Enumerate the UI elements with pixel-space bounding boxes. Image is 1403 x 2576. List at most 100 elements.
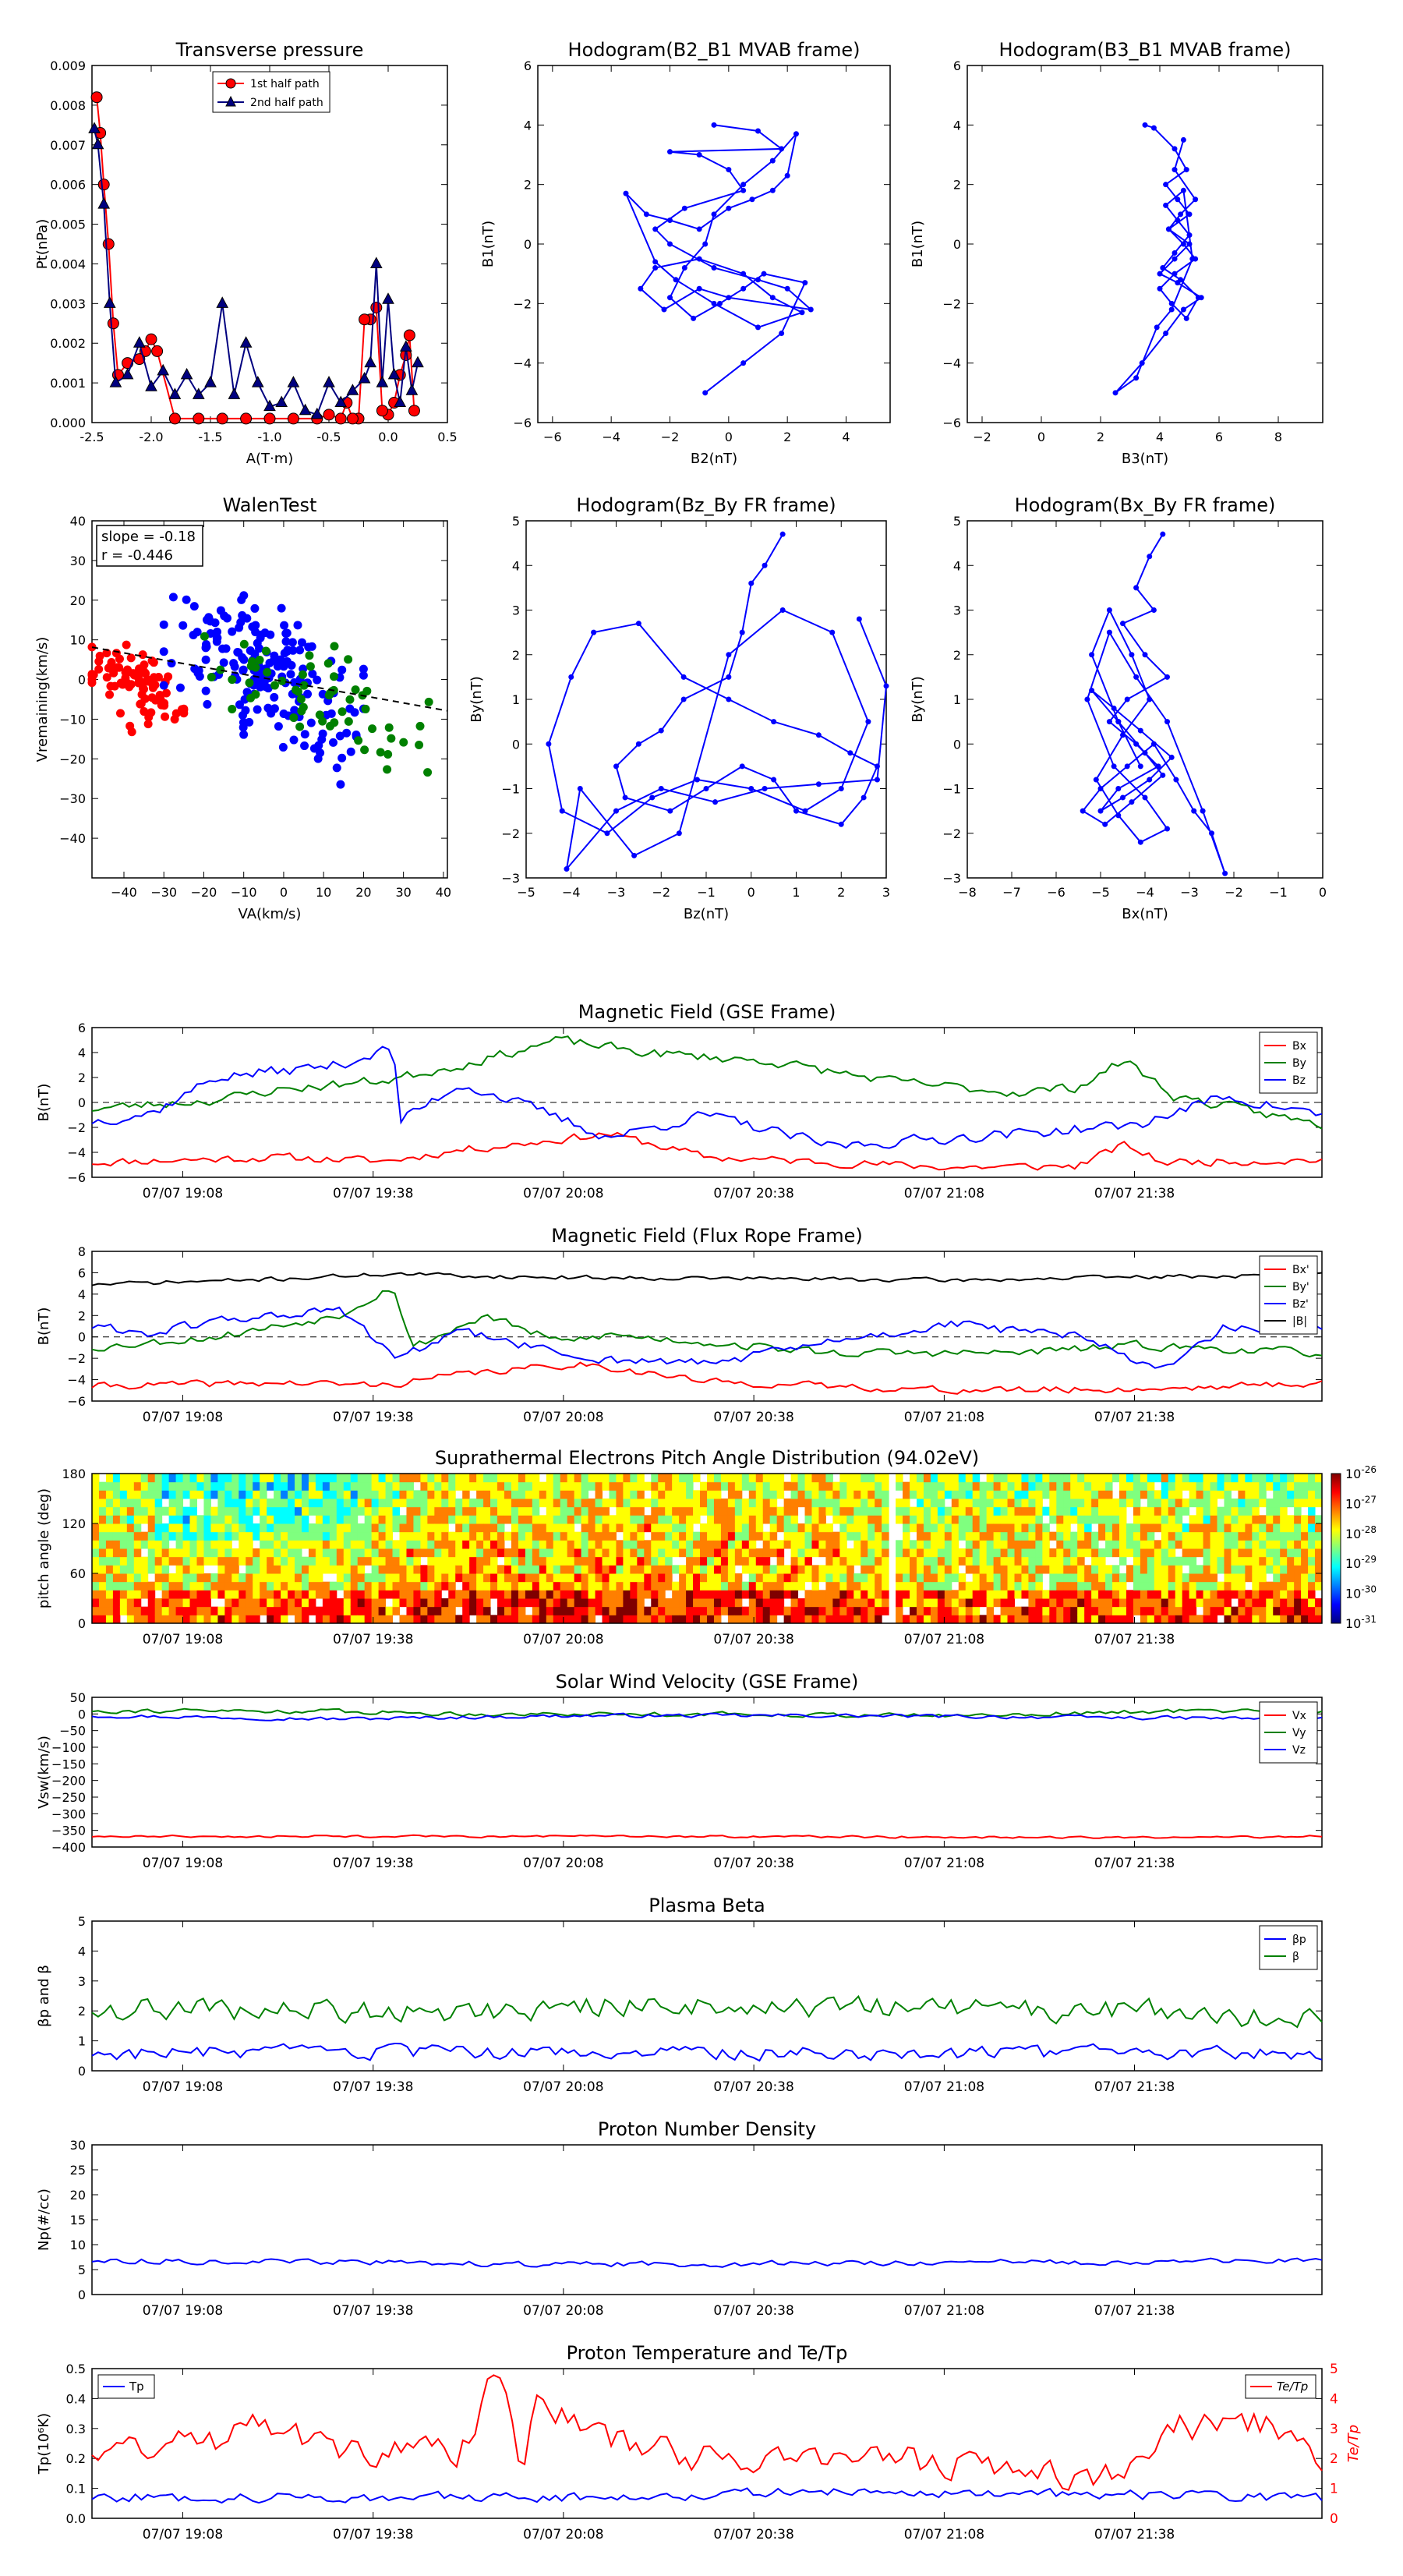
- heatmap-cell: [602, 1474, 610, 1483]
- heatmap-cell: [147, 1499, 156, 1508]
- heatmap-cell: [930, 1515, 938, 1524]
- heatmap-cell: [490, 1506, 498, 1516]
- scatter-point: [150, 681, 160, 690]
- heatmap-cell: [658, 1523, 666, 1533]
- heatmap-cell: [1210, 1490, 1218, 1499]
- heatmap-cell: [455, 1474, 463, 1483]
- heatmap-cell: [511, 1615, 519, 1624]
- data-point: [652, 226, 659, 232]
- x-axis-label: Bx(nT): [1122, 906, 1168, 922]
- heatmap-cell: [399, 1523, 407, 1533]
- heatmap-cell: [720, 1515, 729, 1524]
- heatmap-cell: [154, 1615, 163, 1624]
- heatmap-cell: [644, 1581, 652, 1591]
- heatmap-cell: [246, 1531, 253, 1541]
- heatmap-cell: [882, 1590, 889, 1599]
- heatmap-cell: [1238, 1540, 1246, 1549]
- heatmap-cell: [253, 1490, 260, 1499]
- heatmap-cell: [644, 1499, 652, 1508]
- heatmap-cell: [239, 1581, 246, 1591]
- scatter-point: [159, 681, 168, 690]
- data-point: [1160, 772, 1166, 778]
- heatmap-cell: [490, 1540, 498, 1549]
- heatmap-cell: [1210, 1565, 1218, 1574]
- heatmap-cell: [308, 1590, 316, 1599]
- x-tick-label: 07/07 20:08: [523, 1632, 603, 1647]
- heatmap-cell: [930, 1590, 938, 1599]
- heatmap-cell: [679, 1531, 687, 1541]
- heatmap-cell: [1091, 1506, 1099, 1516]
- data-point: [1175, 217, 1181, 223]
- heatmap-cell: [1014, 1556, 1022, 1566]
- heatmap-cell: [399, 1499, 407, 1508]
- heatmap-cell: [1189, 1606, 1197, 1615]
- heatmap-cell: [1119, 1606, 1127, 1615]
- heatmap-cell: [755, 1515, 764, 1524]
- heatmap-cell: [462, 1540, 470, 1549]
- heatmap-cell: [274, 1565, 281, 1574]
- heatmap-cell: [790, 1590, 799, 1599]
- data-point: [799, 310, 805, 316]
- heatmap-cell: [126, 1548, 135, 1558]
- heatmap-cell: [553, 1573, 561, 1583]
- heatmap-cell: [707, 1581, 715, 1591]
- heatmap-cell: [1217, 1490, 1225, 1499]
- heatmap-cell: [301, 1490, 309, 1499]
- x-tick-label: −10: [231, 885, 257, 900]
- heatmap-cell: [1147, 1499, 1155, 1508]
- heatmap-cell: [748, 1556, 757, 1566]
- axes-frame: [91, 520, 448, 879]
- heatmap-cell: [1035, 1474, 1043, 1483]
- heatmap-cell: [413, 1581, 421, 1591]
- heatmap-cell: [1007, 1481, 1015, 1491]
- axes-frame: [525, 520, 887, 879]
- heatmap-cell: [825, 1590, 833, 1599]
- heatmap-cell: [1000, 1615, 1009, 1624]
- heatmap-cell: [1084, 1581, 1092, 1591]
- heatmap-cell: [602, 1523, 610, 1533]
- heatmap-cell: [644, 1565, 652, 1574]
- x-tick-label: 07/07 21:08: [904, 1632, 984, 1647]
- data-point: [739, 629, 745, 635]
- heatmap-cell: [224, 1540, 232, 1549]
- heatmap-cell: [92, 1540, 100, 1549]
- heatmap-cell: [783, 1615, 792, 1624]
- heatmap-cell: [882, 1490, 889, 1499]
- x-tick-label: 07/07 20:08: [523, 2079, 603, 2095]
- data-point: [726, 167, 732, 173]
- heatmap-cell: [727, 1523, 736, 1533]
- heatmap-cell: [119, 1540, 128, 1549]
- heatmap-cell: [553, 1481, 561, 1491]
- data-point: [346, 412, 359, 425]
- heatmap-cell: [448, 1531, 456, 1541]
- heatmap-cell: [602, 1615, 610, 1624]
- data-point: [604, 830, 610, 837]
- heatmap-cell: [392, 1481, 400, 1491]
- heatmap-cell: [392, 1606, 400, 1615]
- heatmap-cell: [231, 1531, 239, 1541]
- heatmap-cell: [665, 1481, 673, 1491]
- chart-title: Transverse pressure: [175, 39, 364, 61]
- heatmap-cell: [679, 1506, 687, 1516]
- heatmap-cell: [1203, 1598, 1211, 1608]
- heatmap-cell: [818, 1565, 826, 1574]
- heatmap-cell: [804, 1556, 812, 1566]
- heatmap-cell: [1042, 1556, 1050, 1566]
- data-point: [323, 376, 335, 387]
- heatmap-cell: [567, 1481, 575, 1491]
- heatmap-cell: [1161, 1540, 1169, 1549]
- heatmap-cell: [560, 1540, 568, 1549]
- scatter-point: [306, 718, 316, 727]
- heatmap-cell: [1224, 1474, 1232, 1483]
- heatmap-cell: [776, 1581, 785, 1591]
- heatmap-cell: [727, 1556, 736, 1566]
- data-point: [635, 741, 641, 747]
- heatmap-cell: [105, 1506, 114, 1516]
- heatmap-cell: [1287, 1598, 1295, 1608]
- heatmap-cell: [224, 1590, 232, 1599]
- heatmap-cell: [658, 1515, 666, 1524]
- heatmap-cell: [392, 1474, 400, 1483]
- heatmap-cell: [1189, 1490, 1197, 1499]
- heatmap-cell: [1091, 1581, 1099, 1591]
- heatmap-cell: [588, 1590, 596, 1599]
